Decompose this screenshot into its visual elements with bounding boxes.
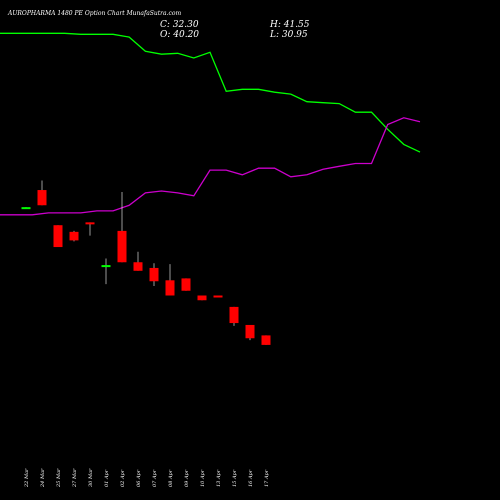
x-tick-label: 01 Apr	[104, 469, 110, 487]
candle-body	[21, 207, 31, 210]
candle	[133, 251, 143, 271]
candle	[149, 263, 159, 286]
x-tick-label: 09 Apr	[184, 469, 190, 487]
candle	[245, 324, 255, 341]
candle	[117, 191, 127, 263]
candle	[69, 230, 79, 242]
candle-body	[213, 295, 223, 298]
x-tick-label: 22 Mar	[24, 468, 30, 488]
candle	[197, 295, 207, 301]
x-tick-label: 02 Apr	[120, 469, 126, 487]
chart-title: AUROPHARMA 1480 PE Option Chart MunafaSu…	[7, 10, 181, 17]
x-tick-label: 13 Apr	[216, 469, 222, 487]
candle-body	[53, 225, 63, 248]
candle-body	[181, 278, 191, 291]
candles	[21, 180, 271, 345]
open-label: O: 40.20	[160, 30, 199, 40]
candle-body	[149, 267, 159, 282]
candle	[85, 222, 95, 236]
x-tick-label: 30 Mar	[88, 468, 94, 487]
candle-body	[117, 230, 127, 263]
candle	[37, 180, 47, 206]
candle	[101, 258, 111, 285]
candle-body	[133, 262, 143, 271]
indicator-lines	[0, 32, 421, 216]
candle-body	[37, 190, 47, 206]
candle	[53, 225, 63, 248]
candle-body	[85, 222, 95, 225]
candle	[21, 207, 31, 210]
candle	[213, 295, 223, 298]
indicator-line	[0, 32, 421, 153]
x-tick-label: 06 Apr	[136, 469, 142, 487]
candle-body	[261, 335, 271, 345]
x-axis-ticks: 22 Mar 24 Mar 25 Mar 27 Mar 30 Mar 01 Apr 02 A…	[24, 468, 270, 488]
x-tick-label: 16 Apr	[248, 469, 254, 487]
x-tick-label: 07 Apr	[152, 469, 158, 487]
x-tick-label: 08 Apr	[168, 469, 174, 487]
x-tick-label: 17 Apr	[264, 469, 270, 487]
x-tick-label: 15 Apr	[232, 469, 238, 487]
x-tick-label: 25 Mar	[56, 468, 62, 488]
candle-body	[101, 265, 111, 268]
candle-body	[245, 324, 255, 339]
candle	[229, 306, 239, 326]
candle-body	[229, 306, 239, 324]
x-tick-label: 10 Apr	[200, 469, 206, 487]
indicator-line	[0, 117, 421, 216]
close-label: C: 32.30	[160, 20, 199, 30]
candle	[181, 278, 191, 291]
candle	[261, 335, 271, 345]
low-label: L: 30.95	[269, 30, 308, 40]
high-label: H: 41.55	[269, 20, 310, 30]
candle	[165, 264, 175, 296]
candle-body	[165, 280, 175, 296]
candle-body	[197, 295, 207, 301]
x-tick-label: 27 Mar	[72, 468, 78, 488]
candle-body	[69, 231, 79, 241]
x-tick-label: 24 Mar	[40, 468, 46, 488]
